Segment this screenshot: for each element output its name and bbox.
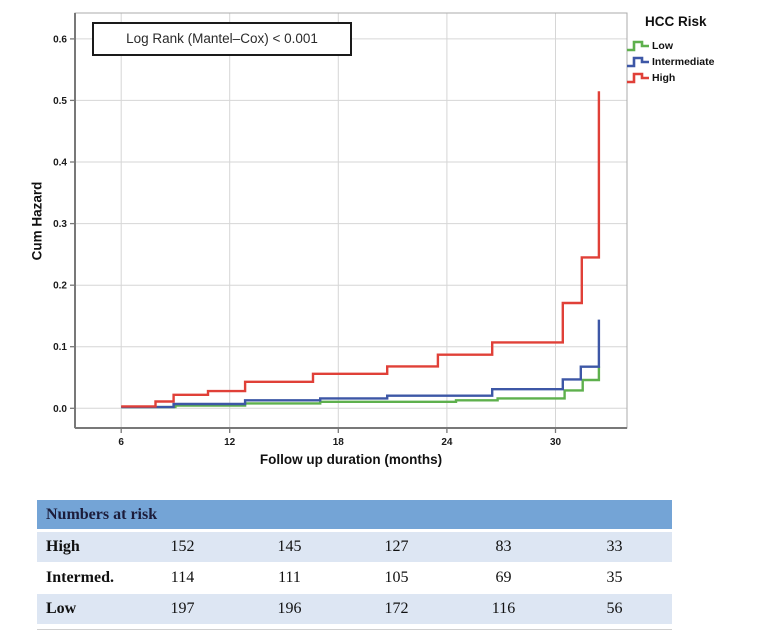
step-line-swatch [627, 40, 649, 52]
risk-value: 35 [606, 569, 623, 586]
risk-value: 83 [495, 538, 512, 555]
legend: HCC Risk Low Intermediate High [626, 14, 768, 86]
x-tick-label: 18 [333, 437, 345, 448]
legend-entry-low: Low [626, 38, 768, 53]
step-line-swatch-path [627, 56, 649, 68]
step-line-swatch-path [627, 72, 649, 84]
y-tick-label: 0.5 [53, 96, 67, 107]
cum-hazard-chart: 0.0 0.1 0.2 0.3 0.4 0.5 0.6 6 12 18 24 30 [53, 12, 628, 448]
y-tick-label: 0.0 [53, 404, 67, 415]
risk-value: 111 [278, 569, 301, 586]
legend-entries: Low Intermediate High [626, 38, 768, 85]
y-tick-label: 0.2 [53, 281, 67, 292]
series-intermediate [121, 319, 601, 409]
risk-row-label: High [46, 538, 80, 555]
x-tick-label: 12 [224, 437, 236, 448]
risk-row-label: Low [46, 600, 77, 617]
risk-value: 196 [277, 600, 302, 617]
y-axis-title: Cum Hazard [29, 181, 45, 261]
risk-value: 69 [495, 569, 512, 586]
risk-table-header: Numbers at risk [37, 500, 672, 529]
x-tick-label: 30 [550, 437, 562, 448]
step-line-swatch [627, 72, 649, 84]
legend-entry-label: High [652, 71, 676, 84]
y-tick-label: 0.3 [53, 219, 67, 230]
risk-value: 127 [384, 538, 409, 555]
x-axis-title: Follow up duration (months) [259, 452, 443, 467]
risk-row-low: Low 197 196 172 116 56 [37, 594, 672, 624]
risk-value: 114 [170, 569, 195, 586]
risk-value: 152 [170, 538, 195, 555]
numbers-at-risk-table: Numbers at risk High 152 145 127 83 33 I… [37, 500, 672, 625]
risk-value: 145 [277, 538, 302, 555]
step-line-swatch-path [627, 40, 649, 52]
risk-value: 172 [384, 600, 409, 617]
x-tick-label: 6 [118, 437, 124, 448]
x-tick-label: 24 [441, 437, 453, 448]
y-tick-label: 0.6 [53, 34, 67, 45]
legend-entry-label: Low [652, 39, 673, 52]
series-high [121, 91, 601, 408]
risk-row-label: Intermed. [46, 569, 114, 586]
legend-entry-high: High [626, 70, 768, 85]
y-tick-label: 0.4 [53, 158, 67, 169]
risk-value: 33 [606, 538, 623, 555]
y-tick-label: 0.1 [53, 342, 67, 353]
legend-entry-label: Intermediate [652, 55, 715, 68]
risk-value: 116 [491, 600, 516, 617]
table-bottom-rule [37, 629, 672, 630]
legend-entry-intermediate: Intermediate [626, 54, 768, 69]
legend-title: HCC Risk [645, 14, 707, 29]
risk-row-high: High 152 145 127 83 33 [37, 532, 672, 562]
risk-value: 197 [170, 600, 195, 617]
step-line-swatch [627, 56, 649, 68]
plot-frame [74, 12, 628, 429]
risk-row-intermediate: Intermed. 114 111 105 69 35 [37, 563, 672, 593]
risk-value: 56 [606, 600, 623, 617]
series-low [121, 366, 601, 409]
risk-value: 105 [384, 569, 409, 586]
log-rank-annotation: Log Rank (Mantel–Cox) < 0.001 [92, 22, 352, 56]
